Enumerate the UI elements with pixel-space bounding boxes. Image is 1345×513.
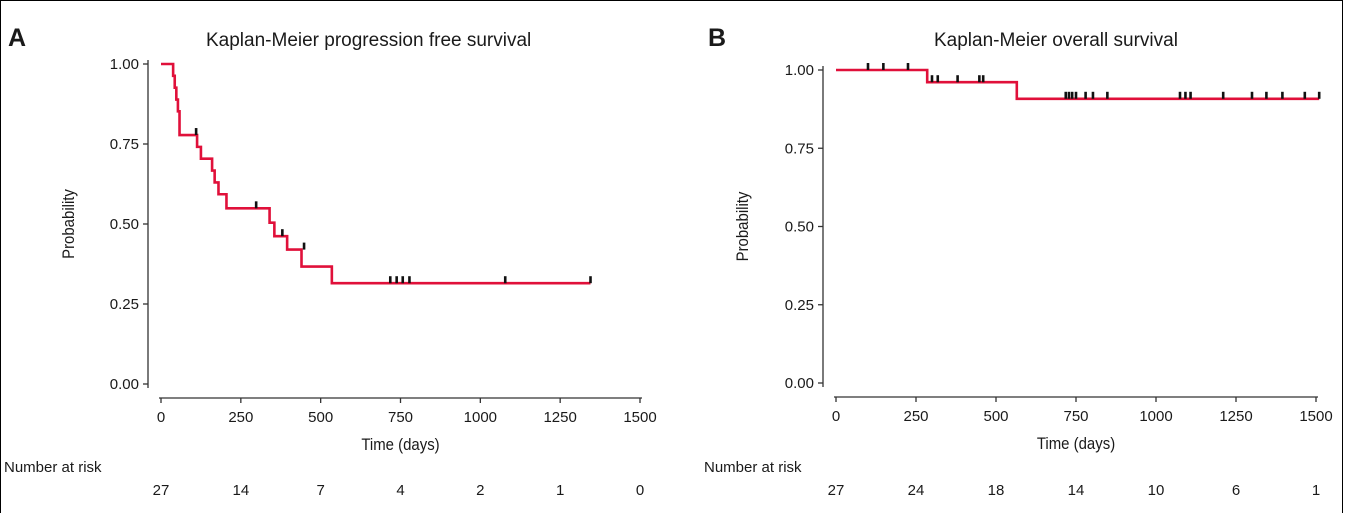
risk-count: 14	[232, 482, 249, 499]
x-tick-label: 1000	[464, 409, 497, 426]
x-tick-label: 250	[903, 408, 928, 425]
chart-title: Kaplan-Meier progression free survival	[206, 30, 532, 51]
x-tick-label: 750	[388, 409, 413, 426]
y-tick-label: 0.75	[785, 140, 814, 157]
risk-count: 6	[1232, 482, 1240, 499]
panel-label: B	[708, 24, 727, 52]
x-axis-label: Time (days)	[361, 436, 439, 454]
risk-table-title: Number at risk	[4, 459, 102, 476]
x-tick-label: 1500	[1299, 408, 1332, 425]
x-tick-label: 1500	[623, 409, 656, 426]
risk-count: 27	[828, 482, 845, 499]
x-tick-label: 1000	[1139, 408, 1172, 425]
risk-count: 24	[908, 482, 925, 499]
panel-os: B Kaplan-Meier overall survival 0.00 0.25…	[672, 0, 1344, 513]
chart-title: Kaplan-Meier overall survival	[934, 30, 1178, 51]
y-tick-label: 1.00	[785, 62, 814, 79]
x-tick-label: 0	[832, 408, 840, 425]
risk-count: 0	[636, 482, 644, 499]
y-tick-label: 1.00	[110, 56, 139, 73]
y-tick-label: 0.50	[785, 219, 814, 236]
y-tick-label: 0.00	[785, 375, 814, 392]
x-tick-label: 500	[983, 408, 1008, 425]
survival-curve	[161, 62, 591, 285]
x-axis-label: Time (days)	[1037, 435, 1115, 453]
y-axis-label: Probability	[60, 189, 78, 259]
y-tick-label: 0.50	[110, 216, 139, 233]
x-tick-label: 0	[157, 409, 165, 426]
panel-label: A	[8, 24, 27, 52]
risk-count: 2	[476, 482, 484, 499]
panel-pfs: A Kaplan-Meier progression free survival…	[0, 0, 672, 513]
y-tick-label: 0.75	[110, 136, 139, 153]
x-tick-label: 750	[1063, 408, 1088, 425]
risk-table-title: Number at risk	[704, 459, 802, 476]
x-tick-label: 500	[308, 409, 333, 426]
risk-count: 1	[556, 482, 564, 499]
risk-count: 4	[396, 482, 404, 499]
x-tick-label: 250	[228, 409, 253, 426]
x-tick-label: 1250	[543, 409, 576, 426]
risk-count: 10	[1148, 482, 1165, 499]
y-tick-label: 0.25	[785, 297, 814, 314]
risk-count: 1	[1312, 482, 1320, 499]
y-tick-label: 0.00	[110, 376, 139, 393]
risk-count: 27	[153, 482, 170, 499]
survival-curve	[836, 68, 1320, 101]
y-axis-label: Probability	[734, 192, 752, 262]
km-plot-pfs: 0.00 0.25 0.50 0.75 1.00 0 250 500 750 1000 1250 15…	[60, 56, 656, 499]
risk-count: 18	[988, 482, 1005, 499]
x-tick-label: 1250	[1219, 408, 1252, 425]
y-tick-label: 0.25	[110, 296, 139, 313]
risk-count: 14	[1068, 482, 1085, 499]
km-plot-os: 0.00 0.25 0.50 0.75 1.00 0 250 500 750 1000 1250 15…	[734, 62, 1332, 499]
risk-count: 7	[316, 482, 324, 499]
